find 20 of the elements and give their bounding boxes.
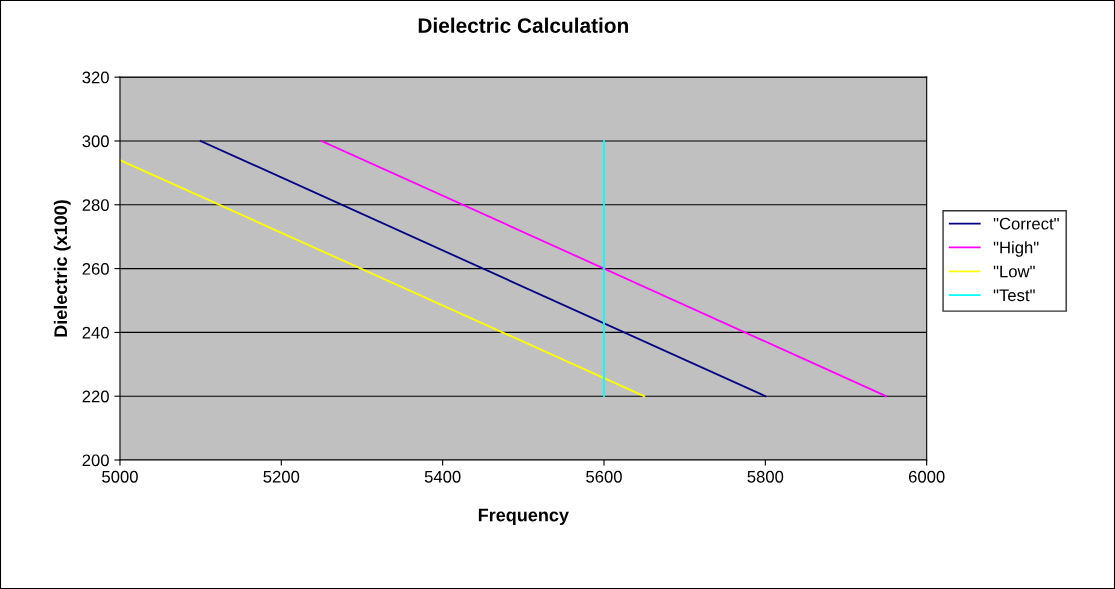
x-tick-label: 5600 [586,470,622,483]
legend-label: "Low" [993,265,1035,278]
y-axis-title: Dielectric (x100) [53,200,71,337]
y-tick-label: 300 [82,135,109,148]
y-tick-label: 200 [82,454,109,467]
legend-label: "High" [993,241,1039,257]
y-tick-label: 220 [82,390,109,403]
legend-label: "Correct" [993,217,1059,230]
x-tick-label: 5000 [102,470,138,483]
x-tick-label: 6000 [908,470,945,483]
y-tick-label: 240 [82,326,109,339]
y-tick-label: 320 [82,71,109,84]
x-tick-label: 5800 [747,470,784,483]
y-tick-label: 280 [82,199,109,211]
x-tick-label: 5200 [263,470,300,483]
chart-title: Dielectric Calculation [418,17,628,33]
x-axis-title: Frequency [478,508,569,526]
y-tick-label: 260 [82,262,109,275]
legend-label: "Test" [993,289,1035,302]
x-tick-label: 5400 [424,470,461,483]
